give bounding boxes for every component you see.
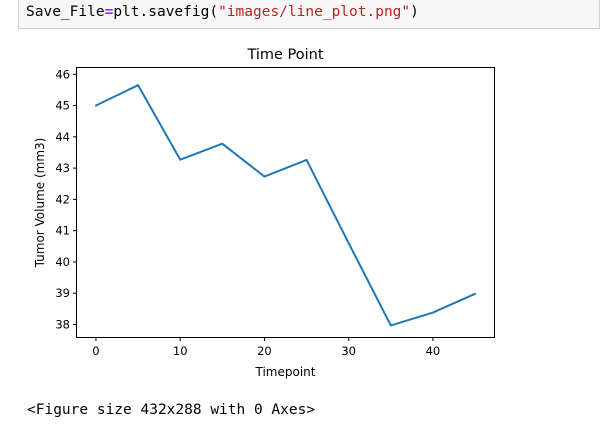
plot-output: Time Point 0 10 20 30 40 38 39 40 41 42 43 44 45 46 … (0, 38, 600, 390)
data-point (179, 158, 182, 161)
x-tick-label: 20 (257, 344, 272, 358)
data-point (94, 104, 97, 107)
code-cell[interactable]: Save_File=plt.savefig("images/line_plot.… (18, 0, 600, 29)
y-tick-label: 46 (55, 67, 70, 81)
y-tick-label: 38 (55, 317, 70, 331)
y-tick-label: 44 (55, 130, 70, 144)
code-string-argument: "images/line_plot.png" (218, 4, 411, 20)
y-tick-label: 45 (55, 99, 70, 113)
x-tick-label: 10 (173, 344, 188, 358)
x-tick-label: 40 (426, 344, 441, 358)
y-tick-label: 40 (55, 255, 70, 269)
data-point (305, 158, 308, 161)
y-tick-label: 41 (55, 224, 70, 238)
code-close-paren: ) (410, 4, 419, 20)
data-point (474, 292, 477, 295)
code-call: plt.savefig( (113, 4, 219, 20)
data-point (389, 324, 392, 327)
y-tick-label: 39 (55, 286, 70, 300)
data-point (263, 175, 266, 178)
data-point (347, 242, 350, 245)
code-operator: = (104, 4, 114, 20)
data-point (431, 311, 434, 314)
series-layer (94, 84, 477, 327)
y-axis-label: Tumor Volume (mm3) (33, 138, 47, 269)
x-tick-label: 0 (92, 344, 99, 358)
code-line[interactable]: Save_File=plt.savefig("images/line_plot.… (26, 2, 419, 22)
data-point (221, 142, 224, 145)
data-point (137, 84, 140, 87)
chart-title: Time Point (246, 47, 323, 63)
x-tick-label: 30 (341, 344, 356, 358)
y-tick-label: 43 (55, 161, 70, 175)
code-variable: Save_File (26, 4, 105, 20)
series-line (95, 84, 476, 327)
x-axis-ticks: 0 10 20 30 40 (92, 337, 440, 358)
y-axis-ticks: 38 39 40 41 42 43 44 45 46 (55, 67, 77, 331)
plot-frame (76, 67, 495, 338)
line-chart: Time Point 0 10 20 30 40 383940414243444546 … (33, 47, 495, 379)
figure-size-output: <Figure size 432x288 with 0 Axes> (27, 402, 316, 418)
y-tick-label: 42 (55, 192, 70, 206)
x-axis-label: Timepoint (255, 365, 316, 379)
